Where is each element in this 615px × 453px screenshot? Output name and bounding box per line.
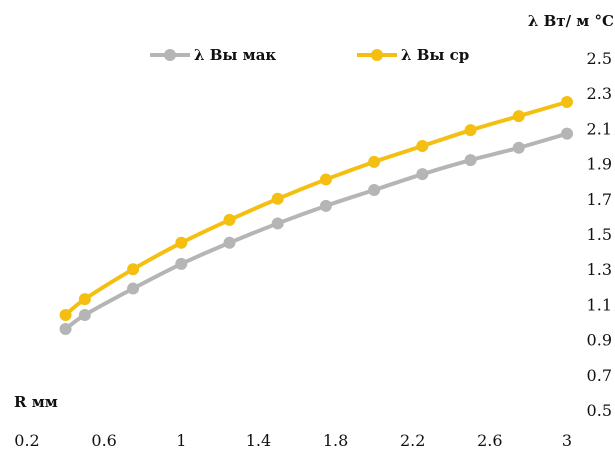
- y-tick-label: 0.7: [587, 366, 612, 385]
- data-point: [416, 140, 429, 152]
- y-tick-label: 1.9: [587, 155, 612, 174]
- series-line: [63, 131, 569, 332]
- legend-label: λ Вы мак: [194, 46, 276, 64]
- legend: λ Вы мак λ Вы ср: [150, 46, 469, 64]
- y-axis-title: λ Вт/ м °C: [528, 12, 614, 30]
- y-tick-label: 2.5: [587, 49, 612, 68]
- x-axis-title: R мм: [14, 393, 58, 411]
- data-point: [561, 96, 573, 108]
- legend-swatch-marker: [164, 49, 176, 61]
- data-point: [319, 173, 332, 186]
- legend-label: λ Вы ср: [401, 46, 469, 64]
- data-point: [127, 263, 140, 276]
- plot-area: [59, 96, 573, 336]
- data-point: [271, 217, 284, 230]
- data-point: [271, 192, 284, 205]
- data-point: [175, 257, 188, 270]
- data-point: [78, 308, 91, 321]
- series-2: [59, 96, 573, 321]
- x-tick-label: 1.8: [323, 431, 348, 450]
- x-tick-label: 1: [176, 431, 186, 450]
- data-point: [223, 213, 236, 226]
- data-point: [561, 127, 573, 140]
- y-tick-label: 2.3: [587, 84, 612, 103]
- x-tick-label: 0.2: [14, 431, 39, 450]
- x-tick-label: 3: [562, 431, 572, 450]
- data-point: [59, 308, 72, 321]
- data-point: [464, 154, 477, 167]
- y-tick-label: 0.9: [587, 331, 612, 350]
- data-point: [319, 199, 332, 212]
- data-point: [464, 124, 477, 137]
- y-axis-tick-labels: 0.5 0.7 0.9 1.1 1.3 1.5 1.7 1.9 2.1 2.3 2.5: [587, 49, 612, 420]
- x-axis-tick-labels: 0.2 0.6 1 1.4 1.8 2.2 2.6 3: [14, 431, 572, 450]
- data-point: [59, 323, 72, 336]
- data-point: [512, 110, 525, 123]
- y-tick-label: 2.1: [587, 119, 612, 138]
- data-point: [416, 168, 429, 181]
- x-tick-label: 2.6: [477, 431, 502, 450]
- data-point: [175, 236, 188, 249]
- legend-item: λ Вы мак: [150, 46, 276, 64]
- y-tick-label: 0.5: [587, 401, 612, 420]
- legend-swatch-marker: [371, 49, 383, 61]
- data-point: [512, 141, 525, 154]
- y-tick-label: 1.7: [587, 190, 612, 209]
- x-tick-label: 2.2: [400, 431, 425, 450]
- y-tick-label: 1.5: [587, 225, 612, 244]
- x-tick-label: 0.6: [91, 431, 116, 450]
- data-point: [223, 236, 236, 249]
- legend-item: λ Вы ср: [357, 46, 469, 64]
- data-point: [368, 155, 381, 168]
- x-tick-label: 1.4: [246, 431, 271, 450]
- y-tick-label: 1.3: [587, 260, 612, 279]
- data-point: [78, 293, 91, 306]
- series-1: [59, 127, 573, 336]
- data-point: [368, 184, 381, 196]
- data-point: [127, 282, 140, 295]
- y-tick-label: 1.1: [587, 295, 612, 314]
